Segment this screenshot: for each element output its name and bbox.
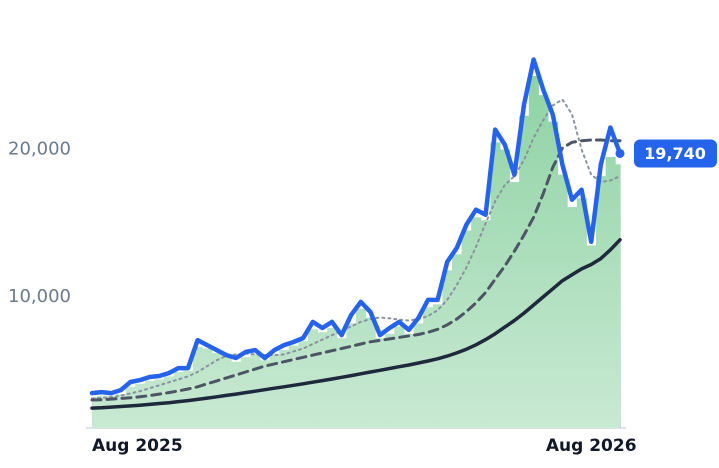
main-line xyxy=(89,57,623,396)
bar-fade xyxy=(92,20,620,428)
x-tick-label: Aug 2025 xyxy=(92,436,183,456)
solid-line xyxy=(90,238,622,410)
y-tick-label: 20,000 xyxy=(8,139,71,160)
x-tick-label: Aug 2026 xyxy=(546,436,637,456)
y-tick-label: 10,000 xyxy=(8,286,71,307)
last-point xyxy=(615,148,625,158)
value-label: 19,740 xyxy=(644,144,706,163)
value-label-bg xyxy=(634,139,717,168)
dashed-line xyxy=(90,138,622,402)
dotted-line xyxy=(91,98,621,400)
